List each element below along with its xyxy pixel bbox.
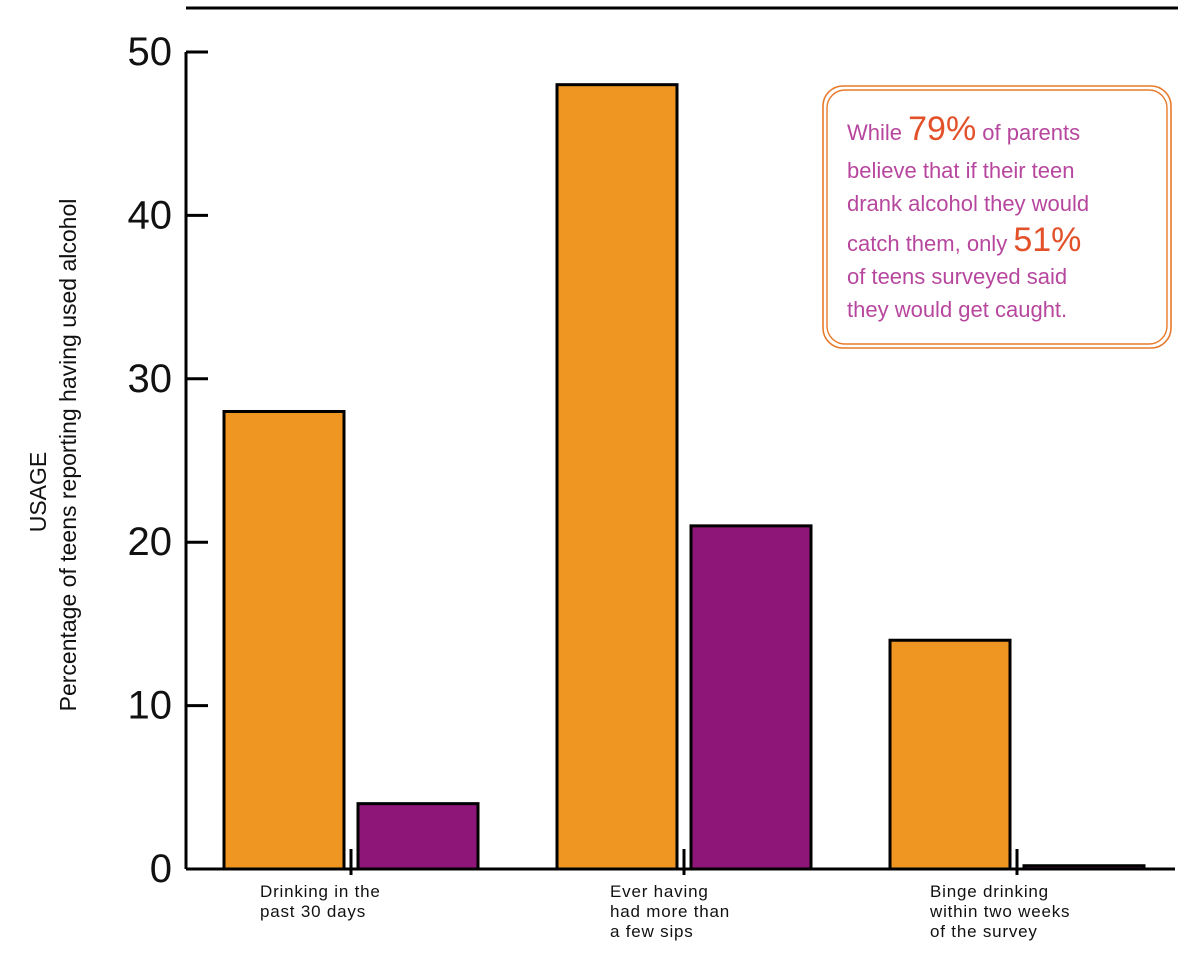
callout-line: of teens surveyed said [847,264,1067,289]
callout-line: they would get caught. [847,297,1067,322]
y-tick-label: 0 [150,847,172,891]
x-tick-label: Ever having had more than a few sips [610,882,730,941]
y-tick-label: 20 [128,520,173,564]
y-axis-title: USAGE Percentage of teens reporting havi… [25,199,81,712]
annotation-callout: While 79% of parents believe that if thei… [822,85,1172,349]
y-tick-label: 50 [128,30,173,74]
bar [888,638,1012,871]
x-tick-label: Binge drinking within two weeks of the sur… [929,882,1070,941]
bar [356,802,480,871]
x-tick-label: Drinking in the past 30 days [260,882,381,921]
bars [222,83,1146,871]
callout-border-outer [822,85,1172,349]
y-tick-label: 30 [128,357,173,401]
callout-line: believe that if their teen [847,158,1074,183]
callout-line: drank alcohol they would [847,191,1089,216]
callout-line: While 79% of parents [847,110,1080,148]
y-axis-title-line1: USAGE [25,452,51,533]
y-axis-title-line2: Percentage of teens reporting having use… [55,199,81,712]
bar [689,524,813,871]
callout-line: catch them, only 51% [847,221,1081,259]
x-axis: Drinking in the past 30 days Ever having ha… [186,849,1175,941]
y-tick-label: 10 [128,684,173,728]
callout-border-inner [826,89,1168,345]
bar [222,409,346,871]
y-tick-label: 40 [128,193,173,237]
y-axis: 0 10 20 30 40 50 [128,30,208,891]
bar [555,83,679,871]
